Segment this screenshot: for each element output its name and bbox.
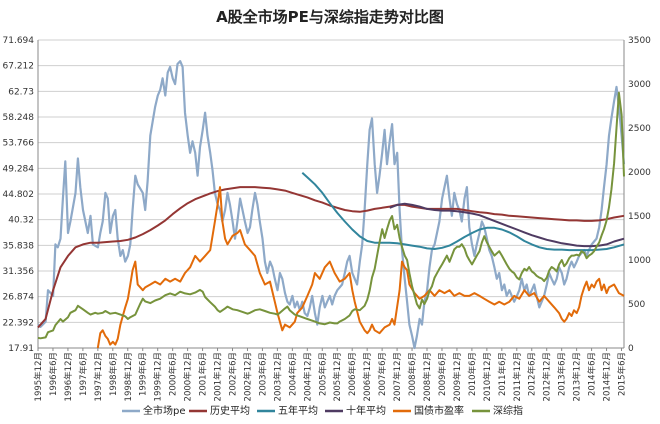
legend-label: 历史平均	[210, 405, 250, 417]
x-tick-label: 2003年6月	[257, 352, 268, 396]
series-line-4	[96, 186, 625, 349]
legend-label: 十年平均	[346, 404, 386, 417]
legend-label: 全市场pe	[143, 404, 186, 417]
x-tick-label: 2010年6月	[467, 352, 478, 396]
x-tick-label: 2006年12月	[362, 352, 373, 401]
y-left-tick-label: 17.91	[8, 344, 34, 354]
x-tick-label: 1998年6月	[108, 352, 119, 396]
y-left-tick-label: 49.284	[3, 164, 35, 174]
x-tick-label: 2008年6月	[407, 352, 418, 396]
x-tick-label: 1997年6月	[78, 352, 89, 396]
series-line-5	[37, 91, 625, 340]
x-tick-label: 2015年6月	[617, 352, 628, 396]
y-right-tick-label: 2500	[628, 124, 651, 134]
x-tick-label: 2005年12月	[332, 352, 343, 401]
y-left-tick-label: 67.212	[3, 62, 35, 72]
series-line-3	[389, 202, 625, 248]
y-right-tick-label: 500	[628, 300, 645, 310]
x-tick-label: 2014年6月	[587, 352, 598, 396]
y-left-tick-label: 53.766	[3, 139, 35, 149]
x-tick-label: 2001年6月	[198, 352, 209, 396]
x-tick-label: 1998年12月	[123, 352, 134, 401]
x-tick-label: 2002年6月	[228, 352, 239, 396]
y-right-tick-label: 3500	[628, 36, 651, 46]
y-left-tick-label: 31.356	[3, 267, 35, 277]
x-tick-label: 2004年12月	[302, 352, 313, 401]
x-tick-label: 1996年12月	[63, 352, 74, 401]
x-tick-label: 2007年12月	[392, 352, 403, 401]
x-tick-label: 2009年12月	[452, 352, 463, 401]
y-left-tick-label: 58.248	[3, 113, 35, 123]
y-left-tick-label: 40.32	[8, 216, 34, 226]
x-tick-label: 1996年6月	[48, 352, 59, 396]
x-tick-label: 1995年12月	[33, 352, 44, 401]
x-tick-label: 2002年12月	[242, 352, 253, 401]
x-tick-label: 2000年6月	[168, 352, 179, 396]
x-tick-label: 2013年6月	[557, 352, 568, 396]
y-left-tick-label: 26.874	[3, 293, 35, 303]
x-tick-label: 2005年6月	[317, 352, 328, 396]
y-left-tick-label: 22.392	[3, 318, 35, 328]
series-lines	[37, 60, 626, 350]
x-tick-label: 2014年12月	[602, 352, 613, 401]
series-line-2	[301, 172, 625, 252]
x-tick-label: 2011年12月	[512, 352, 523, 401]
axes: 71.694 67.212 62.73 58.248 53.766 49.284 44.80…	[3, 36, 652, 401]
x-tick-label: 2004年6月	[287, 352, 298, 396]
chart-title: A股全市场PE与深综指走势对比图	[216, 8, 444, 26]
x-tick-label: 1999年12月	[153, 352, 164, 401]
y-left-tick-label: 71.694	[3, 36, 35, 46]
x-tick-label: 2000年12月	[183, 352, 194, 401]
y-right-tick-label: 3000	[628, 80, 651, 90]
y-left-tick-label: 44.802	[3, 190, 35, 200]
x-tick-label: 2008年12月	[422, 352, 433, 401]
y-left-tick-label: 35.838	[3, 241, 35, 251]
x-tick-label: 2006年6月	[347, 352, 358, 396]
y-right-tick-label: 1000	[628, 256, 651, 266]
y-right-tick-label: 1500	[628, 212, 651, 222]
x-tick-label: 2012年6月	[527, 352, 538, 396]
x-tick-label: 2010年12月	[482, 352, 493, 401]
legend-label: 国债市盈率	[414, 404, 464, 417]
x-tick-label: 2003年12月	[272, 352, 283, 401]
legend-label: 深综指	[493, 404, 523, 417]
series-line-1	[37, 186, 625, 329]
legend: 全市场pe 历史平均 五年平均 十年平均 国债市盈率 深综指	[122, 404, 523, 417]
x-tick-label: 2013年12月	[572, 352, 583, 401]
x-tick-label: 1997年12月	[93, 352, 104, 401]
legend-label: 五年平均	[278, 404, 318, 417]
x-tick-label: 1999年6月	[138, 352, 149, 396]
x-tick-label: 2001年12月	[213, 352, 224, 401]
y-left-tick-label: 62.73	[8, 87, 34, 97]
x-tick-label: 2012年12月	[542, 352, 553, 401]
x-tick-label: 2007年6月	[377, 352, 388, 396]
x-tick-label: 2009年6月	[437, 352, 448, 396]
y-right-tick-label: 0	[628, 344, 634, 354]
x-tick-label: 2011年6月	[497, 352, 508, 396]
y-right-tick-label: 2000	[628, 168, 651, 178]
